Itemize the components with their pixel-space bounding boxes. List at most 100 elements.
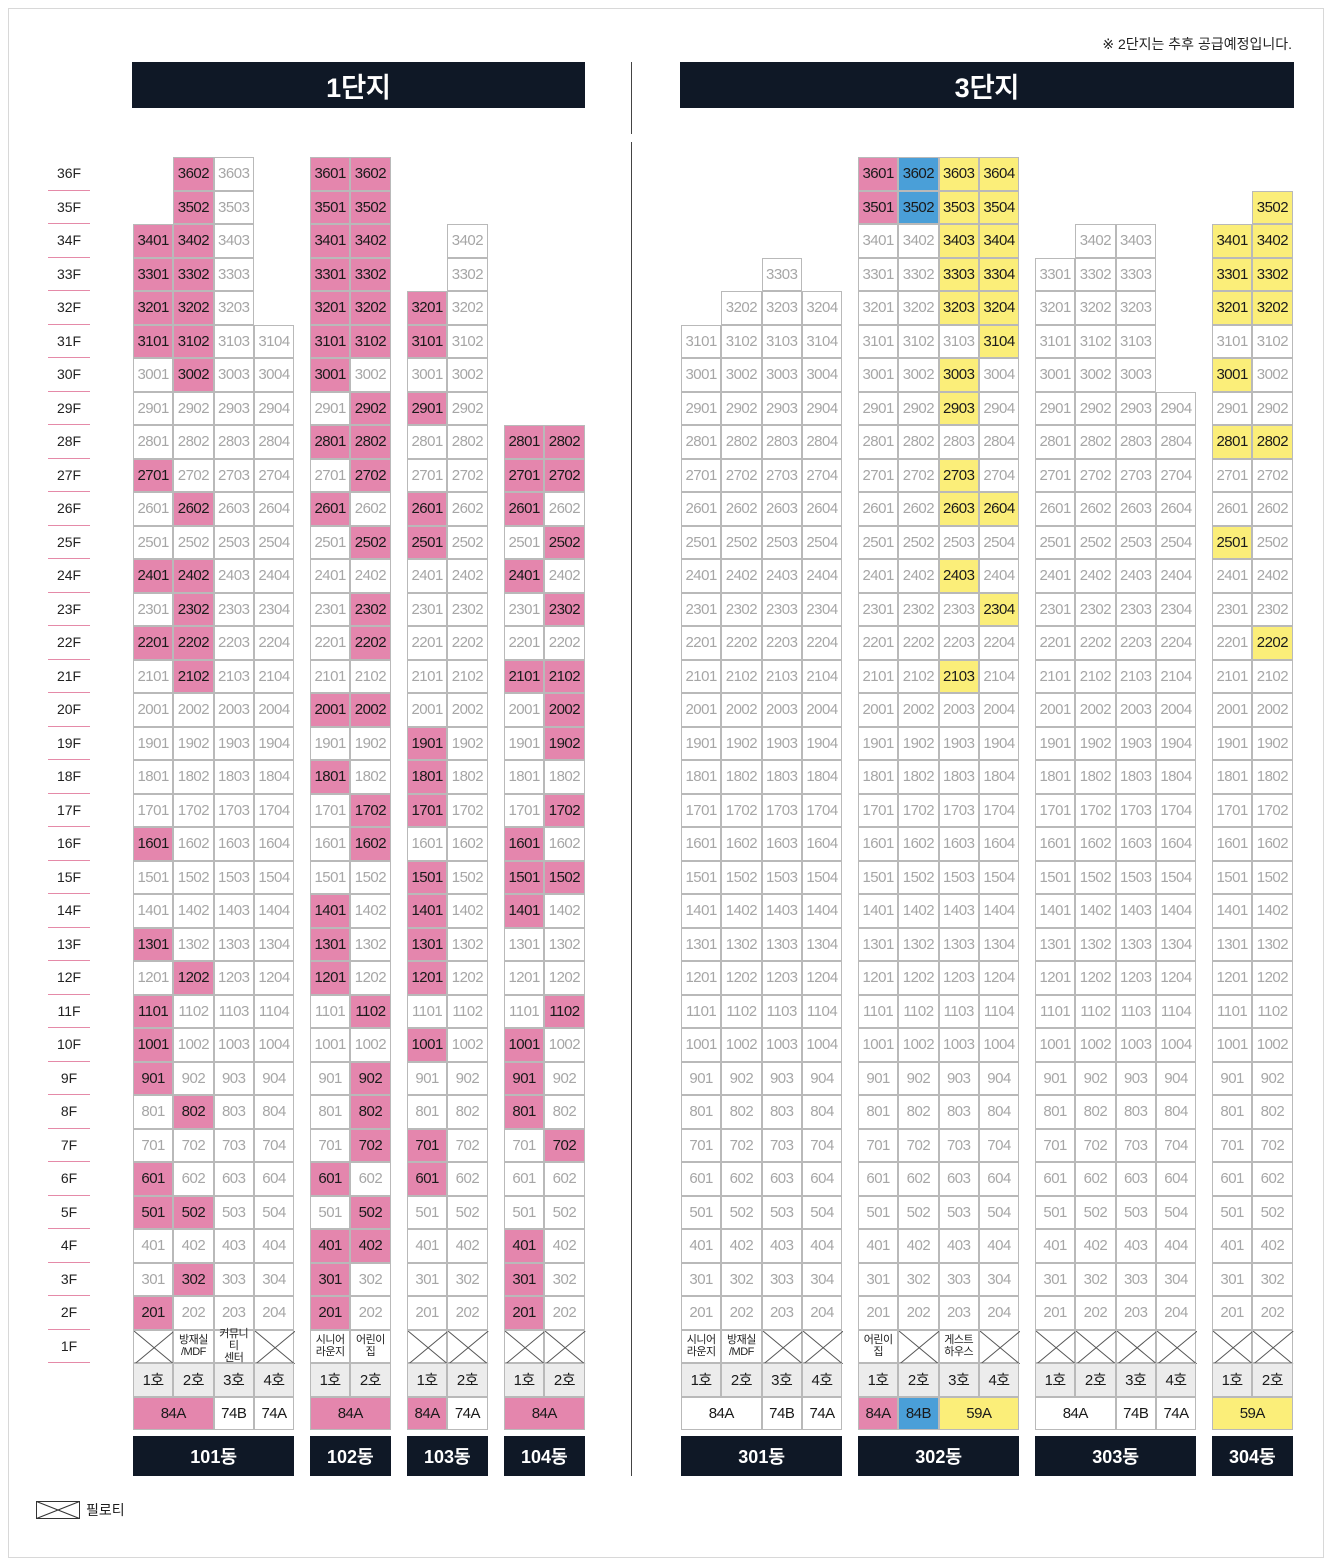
unit-cell[interactable]: 2702	[1075, 458, 1116, 492]
unit-cell[interactable]: 2502	[350, 525, 391, 559]
unit-cell[interactable]: 3003	[1115, 358, 1156, 392]
unit-cell[interactable]: 1401	[858, 894, 899, 928]
unit-cell[interactable]: 402	[1075, 1229, 1116, 1263]
unit-cell[interactable]: 1001	[1212, 1028, 1253, 1062]
unit-cell[interactable]: 3202	[1075, 291, 1116, 325]
unit-cell[interactable]: 901	[681, 1061, 722, 1095]
unit-cell[interactable]: 302	[447, 1262, 488, 1296]
unit-cell[interactable]: 702	[1252, 1128, 1293, 1162]
unit-cell[interactable]: 1101	[681, 994, 722, 1028]
unit-cell[interactable]: 3204	[801, 291, 843, 325]
unit-cell[interactable]: 2801	[504, 425, 545, 459]
unit-cell[interactable]: 1301	[133, 927, 174, 961]
unit-cell[interactable]: 3402	[447, 224, 488, 258]
unit-cell[interactable]: 1402	[447, 894, 488, 928]
unit-cell[interactable]: 1704	[978, 793, 1020, 827]
unit-cell[interactable]: 901	[133, 1061, 174, 1095]
unit-cell[interactable]: 3601	[310, 157, 351, 191]
unit-cell[interactable]: 1202	[350, 961, 391, 995]
unit-cell[interactable]: 602	[447, 1162, 488, 1196]
unit-cell[interactable]: 303	[1115, 1262, 1156, 1296]
unit-cell[interactable]: 1602	[1252, 827, 1293, 861]
unit-cell[interactable]: 3001	[310, 358, 351, 392]
unit-cell[interactable]: 2302	[350, 592, 391, 626]
unit-cell[interactable]: 1902	[1075, 726, 1116, 760]
unit-cell[interactable]: 1904	[253, 726, 295, 760]
unit-cell[interactable]: 2902	[350, 391, 391, 425]
unit-cell[interactable]: 1103	[213, 994, 254, 1028]
unit-cell[interactable]: 1302	[898, 927, 939, 961]
unit-cell[interactable]: 1004	[801, 1028, 843, 1062]
unit-cell[interactable]: 3502	[350, 190, 391, 224]
unit-cell[interactable]: 2701	[1035, 458, 1076, 492]
unit-cell[interactable]: 403	[761, 1229, 802, 1263]
unit-cell[interactable]: 3401	[858, 224, 899, 258]
unit-cell[interactable]: 401	[504, 1229, 545, 1263]
unit-cell[interactable]: 602	[898, 1162, 939, 1196]
unit-cell[interactable]: 1902	[173, 726, 214, 760]
unit-cell[interactable]: 2201	[407, 626, 448, 660]
unit-cell[interactable]: 1502	[898, 860, 939, 894]
unit-cell[interactable]: 1004	[978, 1028, 1020, 1062]
unit-cell[interactable]: 1404	[253, 894, 295, 928]
unit-cell[interactable]: 2401	[681, 559, 722, 593]
unit-cell[interactable]: 2503	[1115, 525, 1156, 559]
unit-cell[interactable]: 2003	[938, 693, 979, 727]
unit-cell[interactable]: 501	[407, 1195, 448, 1229]
unit-cell[interactable]: 802	[447, 1095, 488, 1129]
unit-cell[interactable]: 301	[504, 1262, 545, 1296]
unit-cell[interactable]: 2502	[1075, 525, 1116, 559]
unit-cell[interactable]: 404	[253, 1229, 295, 1263]
unit-cell[interactable]: 2001	[310, 693, 351, 727]
unit-cell[interactable]: 2104	[253, 659, 295, 693]
unit-cell[interactable]: 1503	[1115, 860, 1156, 894]
unit-cell[interactable]: 1202	[544, 961, 585, 995]
unit-cell[interactable]: 601	[858, 1162, 899, 1196]
unit-cell[interactable]: 2601	[1212, 492, 1253, 526]
unit-cell[interactable]: 1603	[938, 827, 979, 861]
unit-cell[interactable]: 3301	[310, 257, 351, 291]
unit-cell[interactable]: 1403	[213, 894, 254, 928]
unit-cell[interactable]: 2403	[938, 559, 979, 593]
unit-cell[interactable]: 2404	[1155, 559, 1197, 593]
unit-cell[interactable]: 3201	[133, 291, 174, 325]
unit-cell[interactable]: 2701	[1212, 458, 1253, 492]
unit-cell[interactable]: 3103	[213, 324, 254, 358]
unit-cell[interactable]: 503	[761, 1195, 802, 1229]
unit-cell[interactable]: 2303	[761, 592, 802, 626]
unit-cell[interactable]: 2201	[1035, 626, 1076, 660]
unit-cell[interactable]: 403	[1115, 1229, 1156, 1263]
unit-cell[interactable]: 1703	[213, 793, 254, 827]
unit-cell[interactable]: 1804	[801, 760, 843, 794]
unit-cell[interactable]: 3001	[133, 358, 174, 392]
unit-cell[interactable]: 2104	[978, 659, 1020, 693]
unit-cell[interactable]: 604	[1155, 1162, 1197, 1196]
unit-cell[interactable]: 1601	[310, 827, 351, 861]
unit-cell[interactable]: 901	[1212, 1061, 1253, 1095]
unit-cell[interactable]: 3402	[1075, 224, 1116, 258]
unit-cell[interactable]: 302	[1252, 1262, 1293, 1296]
unit-cell[interactable]: 301	[858, 1262, 899, 1296]
unit-cell[interactable]: 201	[310, 1296, 351, 1330]
unit-cell[interactable]: 3202	[173, 291, 214, 325]
unit-cell[interactable]: 1803	[1115, 760, 1156, 794]
unit-cell[interactable]: 302	[173, 1262, 214, 1296]
unit-cell[interactable]: 402	[544, 1229, 585, 1263]
unit-cell[interactable]: 3104	[253, 324, 295, 358]
unit-cell[interactable]: 2703	[213, 458, 254, 492]
unit-cell[interactable]: 902	[173, 1061, 214, 1095]
unit-cell[interactable]: 3403	[1115, 224, 1156, 258]
unit-cell[interactable]: 1404	[801, 894, 843, 928]
unit-cell[interactable]: 304	[978, 1262, 1020, 1296]
unit-cell[interactable]: 1102	[350, 994, 391, 1028]
unit-cell[interactable]: 2201	[504, 626, 545, 660]
unit-cell[interactable]: 701	[1035, 1128, 1076, 1162]
unit-cell[interactable]: 202	[1252, 1296, 1293, 1330]
unit-cell[interactable]: 802	[350, 1095, 391, 1129]
unit-cell[interactable]: 1203	[1115, 961, 1156, 995]
unit-cell[interactable]: 1502	[1075, 860, 1116, 894]
unit-cell[interactable]: 2802	[1252, 425, 1293, 459]
unit-cell[interactable]: 303	[938, 1262, 979, 1296]
unit-cell[interactable]: 901	[407, 1061, 448, 1095]
unit-cell[interactable]: 304	[253, 1262, 295, 1296]
